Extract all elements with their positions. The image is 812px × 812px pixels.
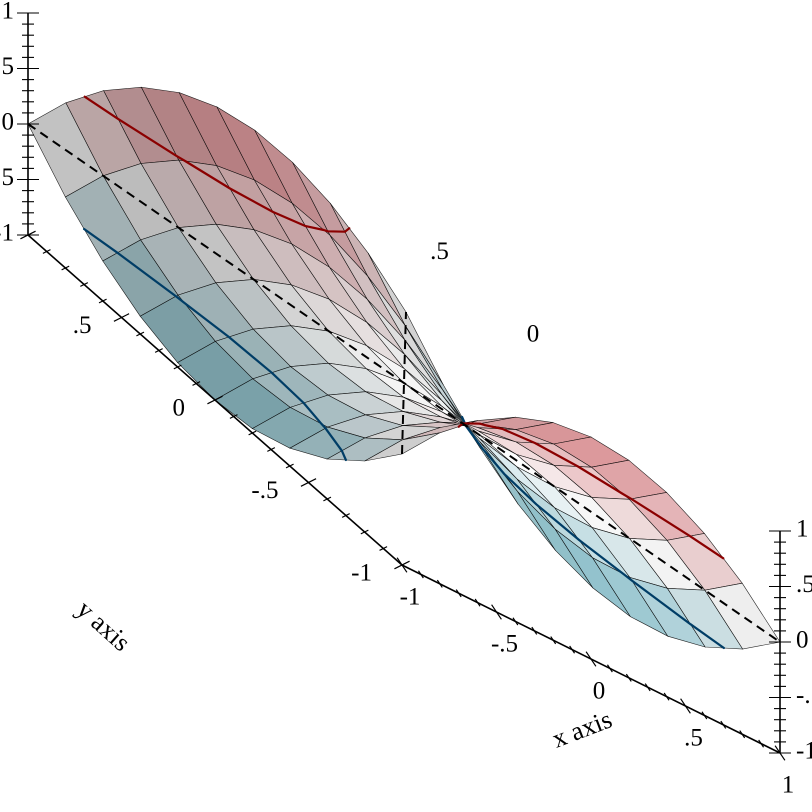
y-tick-label: .5 (73, 312, 92, 339)
x-tick-minor (739, 730, 746, 739)
x-tick-minor (606, 664, 613, 673)
x-tick-label: 1 (782, 772, 795, 799)
y-tick-minor (98, 298, 107, 304)
y-tick-minor (229, 414, 238, 419)
y-tick-minor (136, 331, 145, 337)
y-tick-label: -1 (351, 560, 372, 587)
x-tick-minor (644, 683, 651, 692)
x-tick-minor (663, 692, 670, 701)
y-tick-minor (323, 496, 332, 502)
y-tick-minor (248, 430, 257, 436)
y-tick-minor (285, 463, 294, 469)
z-tick-label-left: -1 (0, 220, 14, 247)
dashed-guide-lines (27, 123, 781, 643)
x-tick-minor (512, 617, 519, 626)
x-tick-minor (436, 579, 443, 588)
y-tick-major (207, 395, 223, 405)
y-tick-minor (80, 282, 89, 287)
y-tick-minor (379, 546, 388, 551)
y-tick-minor (173, 364, 182, 370)
x-tick-label: 0 (593, 678, 606, 705)
y-axis-title: y axis (71, 594, 136, 657)
y-tick-minor (341, 513, 350, 518)
x-tick-major (491, 604, 502, 620)
x-tick-label: -1 (400, 584, 421, 611)
z-tick-label-left: 1 (2, 0, 15, 25)
x-tick-minor (474, 598, 481, 607)
z-tick-label-left: 0 (2, 109, 15, 136)
x-tick-major (585, 651, 597, 667)
y-tick-major (394, 560, 410, 570)
y-tick-minor (192, 381, 201, 386)
y-tick-minor (61, 265, 70, 271)
x-tick-major (680, 698, 691, 714)
back-y-tick-label: 0 (527, 321, 540, 348)
surface-patch (326, 437, 404, 462)
z-tick-label-right: -1 (796, 738, 812, 765)
contour-lines (83, 95, 725, 650)
surface-patch (666, 587, 744, 650)
x-tick-minor (417, 570, 424, 579)
z-tick-label-left: .5 (0, 53, 14, 80)
x-tick-label: .5 (684, 725, 703, 752)
z-tick-label-right: 1 (796, 516, 809, 543)
y-tick-major (300, 478, 317, 487)
y-tick-label: 0 (173, 395, 186, 422)
x-tick-label: -.5 (491, 631, 518, 658)
dashed-diagonal-a (401, 311, 407, 455)
z-tick-label-right: .5 (796, 571, 812, 598)
z-tick-label-right: 0 (796, 627, 809, 654)
x-tick-minor (569, 645, 576, 654)
x-tick-minor (550, 636, 557, 645)
y-tick-major (113, 313, 130, 322)
x-tick-minor (625, 673, 632, 682)
axis-labels: x axis y axis (71, 594, 616, 753)
x-tick-minor (758, 739, 765, 748)
x-tick-minor (455, 589, 462, 598)
y-tick-minor (42, 249, 51, 254)
z-tick-label-right: -.5 (796, 682, 812, 709)
y-tick-minor (360, 529, 369, 535)
contour-low (83, 227, 725, 650)
x-axis-title: x axis (548, 705, 616, 754)
x-tick-minor (701, 711, 708, 720)
surface-patches (27, 86, 781, 650)
y-tick-label: -.5 (251, 477, 278, 504)
back-y-tick-label: .5 (430, 238, 449, 265)
x-tick-minor (531, 626, 538, 635)
z-tick-label-left: -.5 (0, 164, 14, 191)
y-tick-minor (267, 447, 276, 452)
dashed-diagonal-b (27, 123, 781, 643)
x-tick-minor (720, 720, 727, 729)
contour-high (83, 95, 725, 560)
y-tick-minor (154, 348, 163, 353)
